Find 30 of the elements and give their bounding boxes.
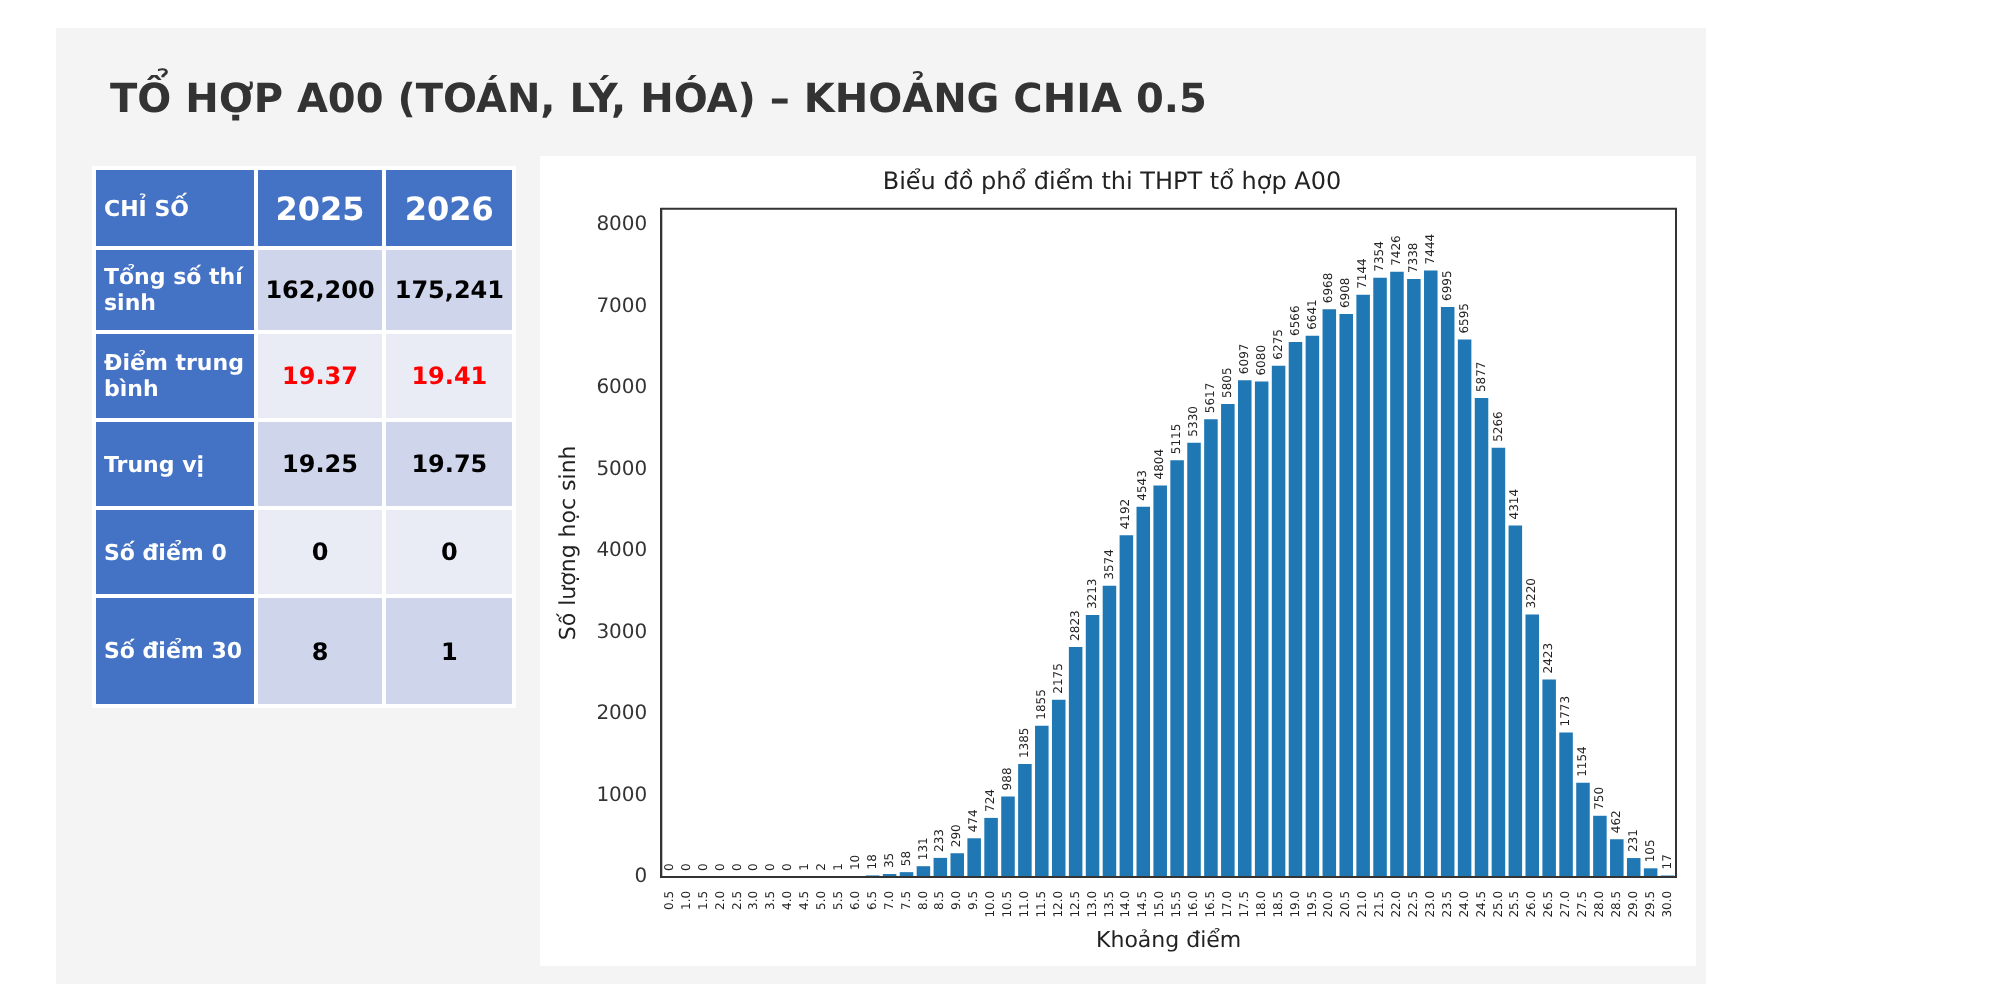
y-tick-label: 1000 xyxy=(596,784,648,807)
text: 162,200 xyxy=(255,248,385,332)
text: 19.25 xyxy=(255,420,385,508)
y-tick-label: 2000 xyxy=(596,703,648,726)
y-axis-title: Số lượng học sinh xyxy=(554,445,581,641)
text: Điểm trung bình xyxy=(94,332,256,420)
text: 1 xyxy=(384,596,514,706)
x-axis-title: Khoảng điểm xyxy=(1096,926,1242,953)
text: 175,241 xyxy=(384,248,514,332)
text: Trung vị xyxy=(94,420,256,508)
y-tick-label: 7000 xyxy=(596,295,648,318)
y-tick-label: 0 xyxy=(634,866,648,889)
y-tick-label: 4000 xyxy=(596,540,648,563)
text: 19.75 xyxy=(384,420,514,508)
text: CHỈ SỐ xyxy=(94,168,256,248)
text: 0 xyxy=(255,508,385,596)
chart-title: Biểu đồ phổ điểm thi THPT tổ hợp A00 xyxy=(882,166,1342,195)
y-tick-label: 8000 xyxy=(596,214,648,237)
text: 19.41 xyxy=(384,332,514,420)
text: 2025 xyxy=(255,168,385,248)
text: 8 xyxy=(255,596,385,706)
text: Tổng số thí sinh xyxy=(94,248,256,332)
text: Số điểm 0 xyxy=(94,508,256,596)
y-tick-label: 3000 xyxy=(596,621,648,644)
text: 19.37 xyxy=(255,332,385,420)
y-tick-label: 6000 xyxy=(596,377,648,400)
text: Số điểm 30 xyxy=(94,596,256,706)
text: 0 xyxy=(384,508,514,596)
text: 2026 xyxy=(384,168,514,248)
y-tick-label: 5000 xyxy=(596,458,648,481)
